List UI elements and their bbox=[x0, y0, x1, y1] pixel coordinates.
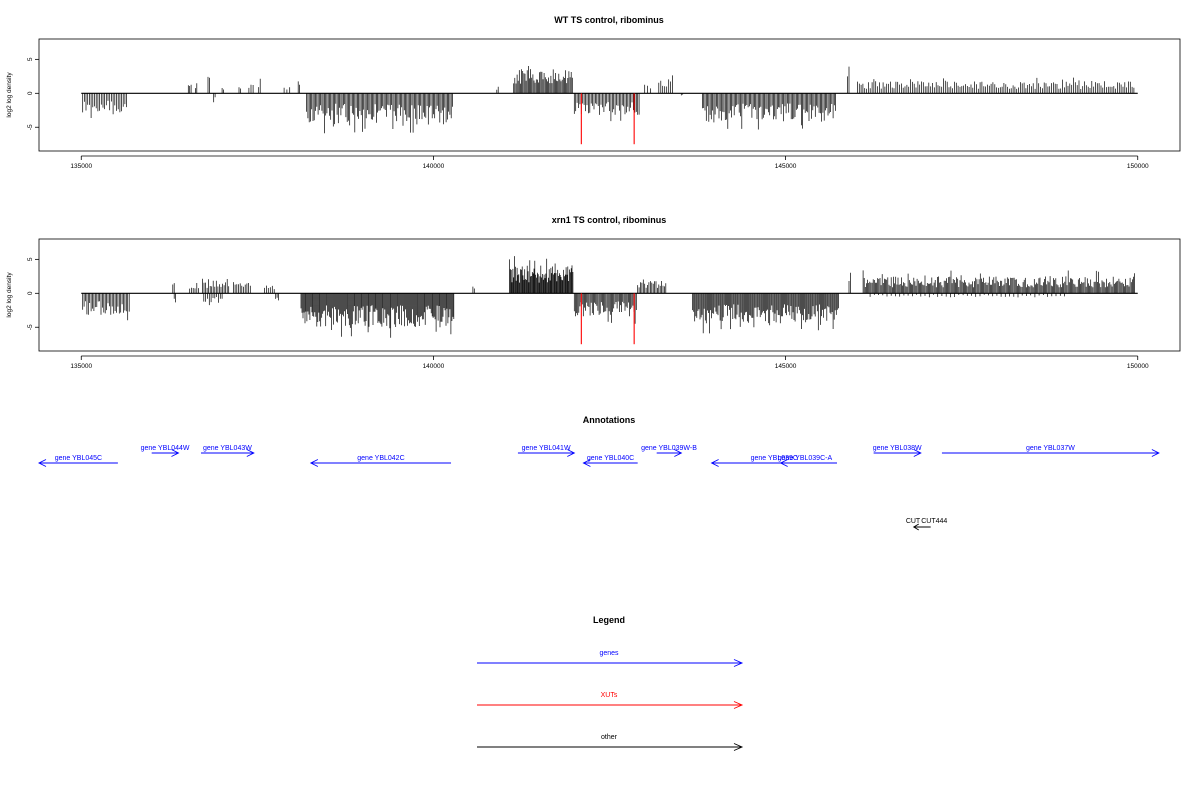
signal-bars-path bbox=[82, 256, 1135, 338]
wt-signal-bars bbox=[82, 66, 1135, 134]
wt-y-axis-label: log2 log density bbox=[6, 72, 13, 118]
x-tick-label: 135000 bbox=[70, 363, 92, 370]
wt-panel-title: WT TS control, ribominus bbox=[554, 15, 664, 25]
xrn1-plot-frame bbox=[38, 238, 1181, 352]
gene-arrowhead bbox=[582, 459, 591, 467]
other-label: CUT bbox=[906, 518, 921, 525]
gene-arrowhead bbox=[913, 449, 922, 457]
x-tick-label: 140000 bbox=[423, 363, 445, 370]
wt-coverage-panel: WT TS control, ribominus log2 log densit… bbox=[6, 15, 1181, 170]
gene-arrowhead bbox=[674, 449, 683, 457]
gene-arrowhead bbox=[246, 449, 255, 457]
gene-label: gene YBL039C bbox=[751, 455, 798, 462]
other-arrows: CUT CUT444 bbox=[906, 518, 947, 531]
xrn1-y-axis-label: log2 log density bbox=[6, 272, 13, 318]
gene-label: gene YBL041W bbox=[522, 445, 571, 452]
y-tick-label: 5 bbox=[27, 57, 34, 61]
x-tick-label: 150000 bbox=[1127, 363, 1149, 370]
x-tick-label: 135000 bbox=[70, 163, 92, 170]
y-tick-label: 0 bbox=[27, 291, 34, 295]
gene-arrowhead bbox=[37, 459, 47, 467]
gene-label: gene YBL044W bbox=[141, 445, 190, 452]
legend-title: Legend bbox=[593, 615, 625, 625]
gene-label: gene YBL039C-A bbox=[778, 455, 833, 462]
xrn1-xut-bars bbox=[580, 293, 635, 345]
xrn1-y-axis: 5 0 -5 bbox=[27, 257, 39, 330]
y-tick-label: -5 bbox=[27, 124, 34, 130]
annotations-title: Annotations bbox=[583, 415, 636, 425]
wt-y-axis: 5 0 -5 bbox=[27, 57, 39, 130]
gene-arrowhead bbox=[171, 449, 180, 457]
gene-label: gene YBL039W-B bbox=[641, 445, 697, 452]
y-tick-label: 5 bbox=[27, 257, 34, 261]
x-tick-label: 150000 bbox=[1127, 163, 1149, 170]
xrn1-coverage-panel: xrn1 TS control, ribominus log2 log dens… bbox=[6, 215, 1181, 370]
gene-label: gene YBL037W bbox=[1026, 445, 1075, 452]
x-tick-label: 145000 bbox=[775, 363, 797, 370]
other-label-secondary: CUT444 bbox=[921, 518, 947, 525]
legend: Legend genes XUTs other bbox=[477, 615, 744, 751]
gene-label: gene YBL043W bbox=[203, 445, 252, 452]
other-arrowhead bbox=[912, 523, 919, 531]
xrn1-panel-title: xrn1 TS control, ribominus bbox=[552, 215, 667, 225]
gene-arrowhead bbox=[1151, 449, 1160, 457]
gene-arrowhead bbox=[309, 459, 319, 467]
legend-label: other bbox=[601, 734, 618, 741]
gene-label: gene YBL045C bbox=[55, 455, 102, 462]
gene-arrowhead bbox=[710, 459, 719, 467]
gene-arrows: gene YBL045C gene YBL044W gene YBL043W gene… bbox=[37, 445, 1160, 467]
gene-label: gene YBL042C bbox=[357, 455, 404, 462]
legend-arrowhead bbox=[733, 659, 744, 667]
x-tick-label: 145000 bbox=[775, 163, 797, 170]
y-tick-label: -5 bbox=[27, 324, 34, 330]
wt-x-axis: 135000 140000 145000 150000 bbox=[70, 155, 1149, 170]
legend-label: XUTs bbox=[601, 692, 618, 699]
gene-arrowhead bbox=[779, 459, 788, 467]
x-tick-label: 140000 bbox=[423, 163, 445, 170]
y-tick-label: 0 bbox=[27, 91, 34, 95]
wt-plot-frame bbox=[38, 38, 1181, 152]
xrn1-x-axis: 135000 140000 145000 150000 bbox=[70, 355, 1149, 370]
legend-arrowhead bbox=[733, 701, 744, 709]
signal-bars-path bbox=[82, 66, 1135, 134]
wt-xut-bars bbox=[580, 93, 635, 145]
xrn1-signal-bars bbox=[82, 256, 1135, 338]
legend-arrowhead bbox=[733, 743, 744, 751]
gene-label: gene YBL038W bbox=[873, 445, 922, 452]
legend-items: genes XUTs other bbox=[477, 650, 744, 751]
gene-label: gene YBL040C bbox=[587, 455, 634, 462]
gene-arrowhead bbox=[567, 449, 576, 457]
legend-label: genes bbox=[599, 650, 619, 657]
